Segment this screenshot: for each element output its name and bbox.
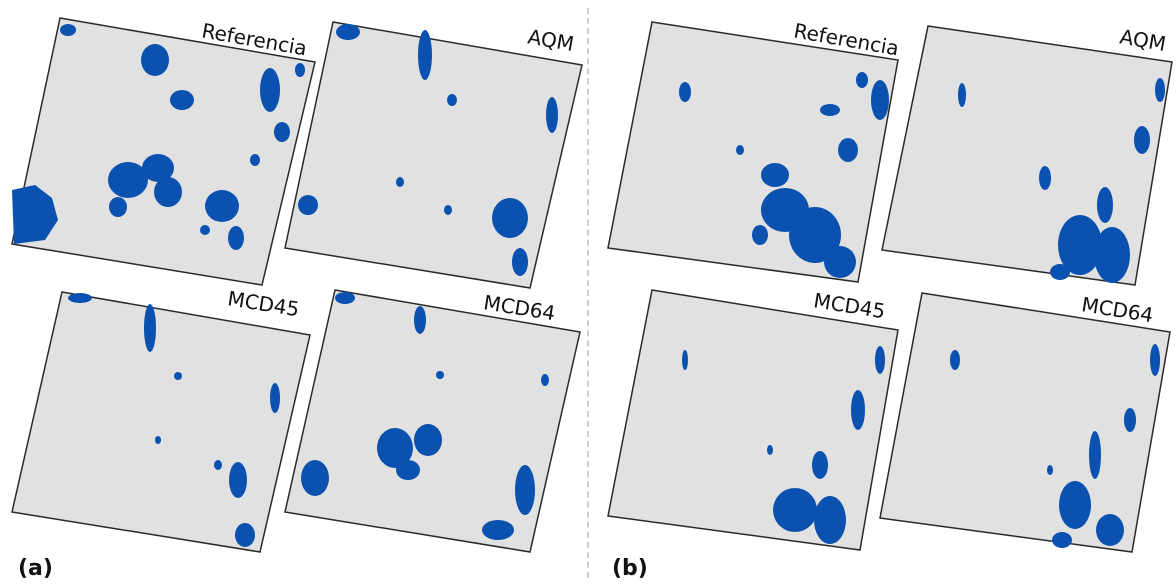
panel-divider bbox=[587, 8, 589, 578]
panel-label: (a) bbox=[18, 556, 53, 581]
panel-label: (b) bbox=[612, 556, 648, 581]
